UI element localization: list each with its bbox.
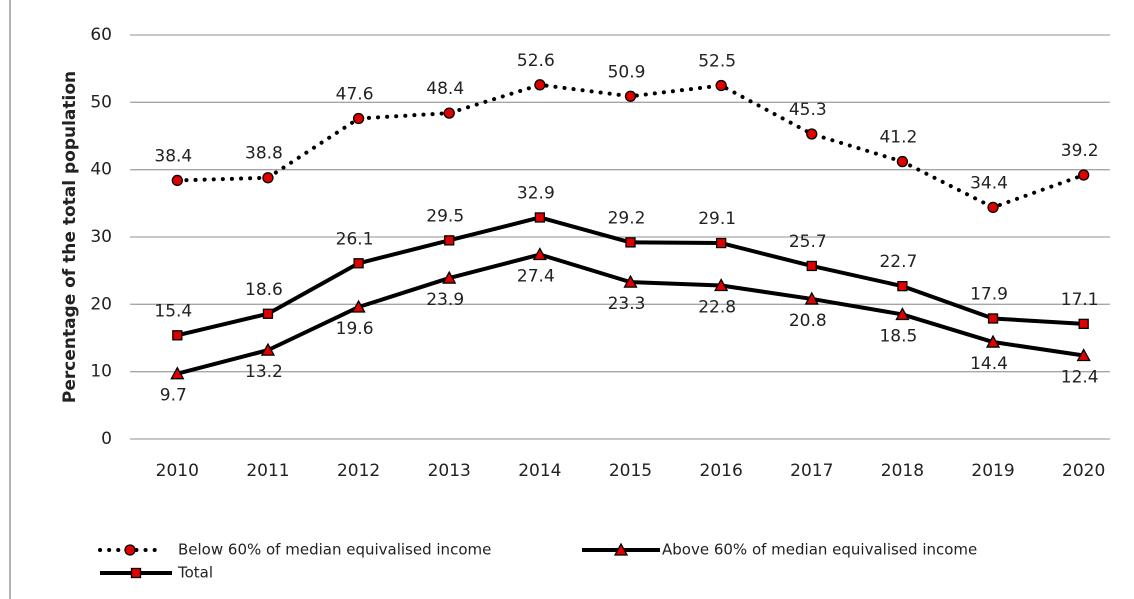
- data-label: 12.4: [1061, 368, 1099, 388]
- data-label: 27.4: [517, 267, 555, 287]
- data-label: 29.5: [426, 206, 464, 226]
- marker: [124, 544, 136, 556]
- data-label: 39.2: [1061, 141, 1099, 161]
- marker: [170, 366, 185, 380]
- marker: [262, 172, 274, 184]
- data-label: 52.6: [517, 51, 555, 71]
- y-tick-label: 20: [90, 294, 112, 314]
- legend-label: Below 60% of median equivalised income: [178, 541, 491, 559]
- data-label: 9.7: [160, 386, 187, 406]
- marker: [1076, 348, 1091, 362]
- data-label: 20.8: [789, 311, 827, 331]
- x-tick-label: 2020: [1062, 461, 1105, 481]
- x-tick-label: 2015: [609, 461, 652, 481]
- marker: [624, 90, 637, 102]
- x-tick-label: 2018: [881, 461, 924, 481]
- data-label: 19.6: [336, 319, 374, 339]
- data-label: 45.3: [789, 100, 827, 120]
- marker: [897, 281, 908, 292]
- marker: [260, 342, 276, 356]
- data-label: 48.4: [426, 79, 464, 99]
- marker: [352, 112, 365, 125]
- marker: [896, 155, 909, 168]
- y-tick-label: 40: [90, 160, 112, 180]
- data-label: 41.2: [879, 128, 917, 148]
- data-label: 17.1: [1061, 290, 1099, 310]
- x-tick-label: 2017: [790, 461, 833, 481]
- marker: [171, 174, 183, 187]
- x-tick-label: 2019: [971, 461, 1014, 481]
- data-label: 29.1: [698, 209, 736, 229]
- data-label: 34.4: [970, 173, 1008, 193]
- y-tick-label: 30: [90, 227, 112, 247]
- legend-label: Total: [177, 564, 213, 582]
- marker: [806, 128, 818, 140]
- marker: [895, 307, 910, 321]
- marker: [444, 235, 455, 246]
- marker: [130, 567, 142, 579]
- x-tick-label: 2013: [428, 461, 471, 481]
- marker: [985, 334, 1001, 348]
- data-label: 18.5: [879, 326, 917, 346]
- marker: [534, 79, 546, 91]
- marker: [534, 212, 546, 223]
- marker: [351, 299, 366, 313]
- y-tick-label: 10: [90, 362, 112, 382]
- y-tick-label: 50: [90, 92, 112, 112]
- data-label: 25.7: [789, 232, 827, 252]
- data-label: 29.2: [608, 208, 646, 228]
- marker: [1078, 169, 1090, 181]
- data-label: 15.4: [154, 301, 192, 321]
- marker: [532, 247, 547, 261]
- y-tick-label: 60: [90, 25, 112, 45]
- marker: [715, 237, 727, 249]
- data-label: 47.6: [336, 84, 374, 104]
- data-label: 18.6: [245, 280, 283, 300]
- marker: [172, 330, 183, 341]
- marker: [625, 237, 636, 248]
- data-label: 50.9: [608, 62, 646, 82]
- data-label: 22.8: [698, 297, 736, 317]
- marker: [987, 201, 999, 214]
- y-axis-title: Percentage of the total population: [60, 71, 80, 403]
- x-tick-label: 2014: [518, 461, 561, 481]
- legend-item: Below 60% of median equivalised income: [98, 541, 491, 559]
- series-line: [175, 82, 1086, 210]
- x-tick-label: 2011: [246, 461, 289, 481]
- marker: [715, 79, 727, 92]
- data-label: 26.1: [336, 229, 374, 249]
- data-label: 38.4: [154, 146, 192, 166]
- data-label: 22.7: [879, 252, 917, 272]
- marker: [714, 278, 729, 292]
- marker: [806, 260, 817, 272]
- data-label: 23.3: [608, 294, 646, 314]
- data-label: 17.9: [970, 284, 1008, 304]
- marker: [443, 107, 455, 119]
- marker: [804, 291, 819, 305]
- x-tick-label: 2010: [156, 461, 199, 481]
- data-label: 32.9: [517, 183, 555, 203]
- x-tick-label: 2016: [700, 461, 743, 481]
- legend-item: Total: [100, 564, 213, 582]
- legend-label: Above 60% of median equivalised income: [662, 541, 977, 559]
- data-label: 38.8: [245, 144, 283, 164]
- marker: [613, 542, 629, 556]
- marker: [1078, 318, 1089, 330]
- marker: [442, 270, 457, 284]
- data-label: 52.5: [698, 52, 736, 72]
- marker: [623, 274, 638, 288]
- x-tick-label: 2012: [337, 461, 380, 481]
- y-tick-label: 0: [101, 429, 112, 449]
- marker: [987, 313, 999, 324]
- data-label: 13.2: [245, 362, 283, 382]
- data-label: 14.4: [970, 354, 1008, 374]
- data-label: 23.9: [426, 290, 464, 310]
- marker: [262, 308, 274, 319]
- marker: [353, 258, 364, 269]
- legend-item: Above 60% of median equivalised income: [582, 541, 977, 559]
